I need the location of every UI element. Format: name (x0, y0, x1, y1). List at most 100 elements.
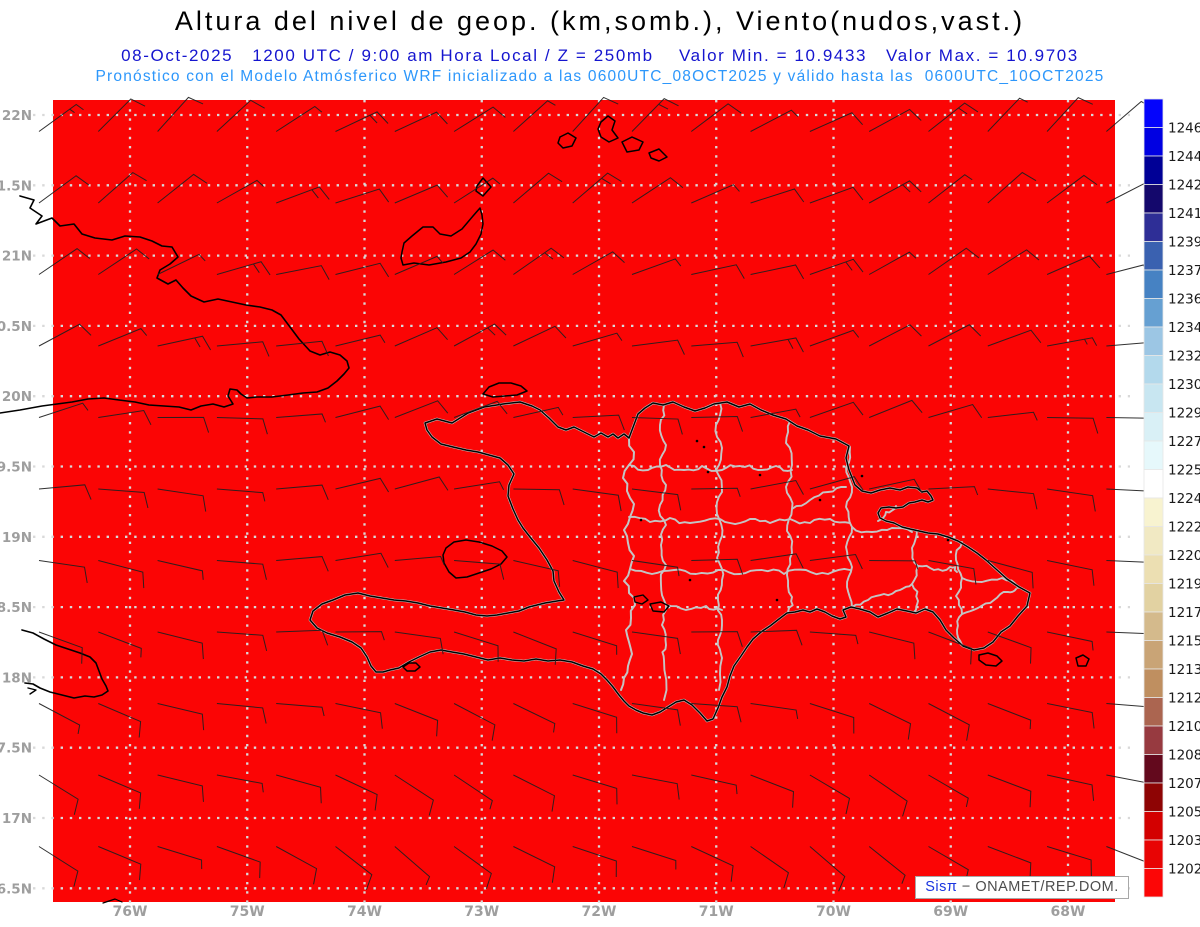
wind-barb (631, 703, 681, 726)
colorbar-segment (1143, 554, 1164, 584)
colorbar-tick-label: 12292 (1168, 406, 1200, 422)
wind-barb (987, 631, 1032, 664)
wind-barb (987, 774, 1032, 808)
wind-barb (928, 403, 983, 419)
province-boundary (657, 404, 668, 701)
wind-barb (750, 337, 804, 353)
wind-barb (394, 846, 431, 886)
colorbar-tick-label: 12139 (1168, 662, 1200, 678)
wind-barb (1046, 846, 1092, 876)
forecast-model-line: Pronóstico con el Modelo Atmósferico WRF… (95, 68, 1105, 85)
wind-barb (513, 172, 563, 204)
island-mona (1075, 654, 1090, 667)
wind-barb (691, 184, 740, 204)
province-boundary (917, 564, 958, 573)
colorbar-segment (1143, 668, 1164, 698)
wind-barb (38, 402, 89, 418)
wind-barb (513, 774, 556, 812)
wind-barb (987, 488, 1038, 510)
wind-barb (750, 629, 803, 646)
colorbar-segment (1143, 725, 1164, 755)
wind-barb (987, 411, 1038, 421)
wind-barb (928, 774, 969, 808)
coastline-hispaniola (309, 401, 1031, 722)
wind-barb (98, 774, 142, 809)
wind-barb (38, 484, 92, 500)
watermark-brand: Sisπ (925, 879, 958, 895)
wind-barb (216, 846, 261, 879)
wind-barb (868, 324, 922, 347)
wind-barb (869, 478, 923, 494)
colorbar-tick-label: 12224 (1168, 520, 1200, 536)
wind-barb (335, 334, 386, 347)
wind-barb (157, 774, 204, 802)
lake-enriquillo (649, 601, 670, 613)
wind-barb (1046, 255, 1101, 275)
wind-barb (809, 476, 864, 491)
lat-axis-label: 7.5N (0, 741, 32, 757)
colorbar-tick-label: 12462 (1168, 121, 1200, 137)
wind-barb (572, 251, 625, 275)
wind-barb (453, 631, 499, 662)
lon-axis-label: 74W (347, 904, 382, 920)
wind-barb (98, 328, 148, 347)
wind-barb (868, 703, 912, 740)
coastline-jamaica (21, 629, 109, 699)
wind-barb (987, 249, 1040, 275)
wind-barb (750, 846, 790, 889)
wind-barb (868, 251, 917, 275)
wind-barb (335, 477, 390, 493)
colorbar-tick-label: 12173 (1168, 605, 1200, 621)
wind-barb (38, 175, 90, 204)
island-tc4 (557, 132, 577, 149)
lon-axis-label: 76W (113, 904, 148, 920)
wind-barb (453, 177, 501, 204)
wind-barb (216, 179, 264, 204)
lat-axis-label: 20N (2, 389, 32, 405)
wind-barb (98, 703, 142, 738)
wind-barb (809, 774, 851, 815)
wind-barb (453, 323, 507, 347)
wind-barb (453, 249, 506, 275)
wind-barb (868, 774, 908, 817)
colorbar-segment (1143, 611, 1164, 641)
island-tortuga (482, 382, 528, 398)
small-water-feature (688, 578, 692, 582)
colorbar-segment (1143, 640, 1164, 670)
wind-barb (809, 553, 863, 570)
colorbar-segment (1143, 782, 1164, 812)
wind-barb (335, 405, 390, 420)
wind-barb (394, 555, 445, 566)
wind-barb (157, 488, 207, 512)
wind-barb (513, 488, 565, 506)
wind-barb (987, 560, 1034, 589)
wind-barb (38, 774, 79, 815)
coastline-cuba (0, 195, 350, 414)
wind-barb (1047, 337, 1098, 347)
wind-barb (513, 325, 567, 347)
wind-barb (276, 629, 329, 646)
wind-barb (216, 560, 267, 580)
wind-barb (809, 258, 864, 275)
wind-barb (335, 703, 383, 729)
small-water-feature (860, 474, 864, 478)
colorbar-segment (1143, 155, 1164, 185)
wind-barb (572, 631, 618, 655)
wind-barb (809, 329, 860, 347)
wind-barb (868, 180, 922, 204)
lon-axis-label: 73W (464, 904, 499, 920)
wind-barb (928, 631, 973, 665)
wind-barb (453, 400, 508, 418)
wind-barb (869, 631, 916, 660)
wind-barb (98, 248, 150, 275)
wind-barb (869, 560, 919, 570)
lat-axis-label: 8.5N (0, 600, 32, 616)
wind-barb (572, 774, 618, 805)
colorbar-segment (1143, 497, 1164, 527)
wind-barb (1046, 631, 1094, 651)
wind-barb (454, 560, 505, 580)
wind-barb (868, 846, 906, 884)
province-boundary (911, 529, 919, 613)
colorbar-segment (1143, 811, 1164, 841)
lat-axis-label: 21N (2, 249, 32, 265)
